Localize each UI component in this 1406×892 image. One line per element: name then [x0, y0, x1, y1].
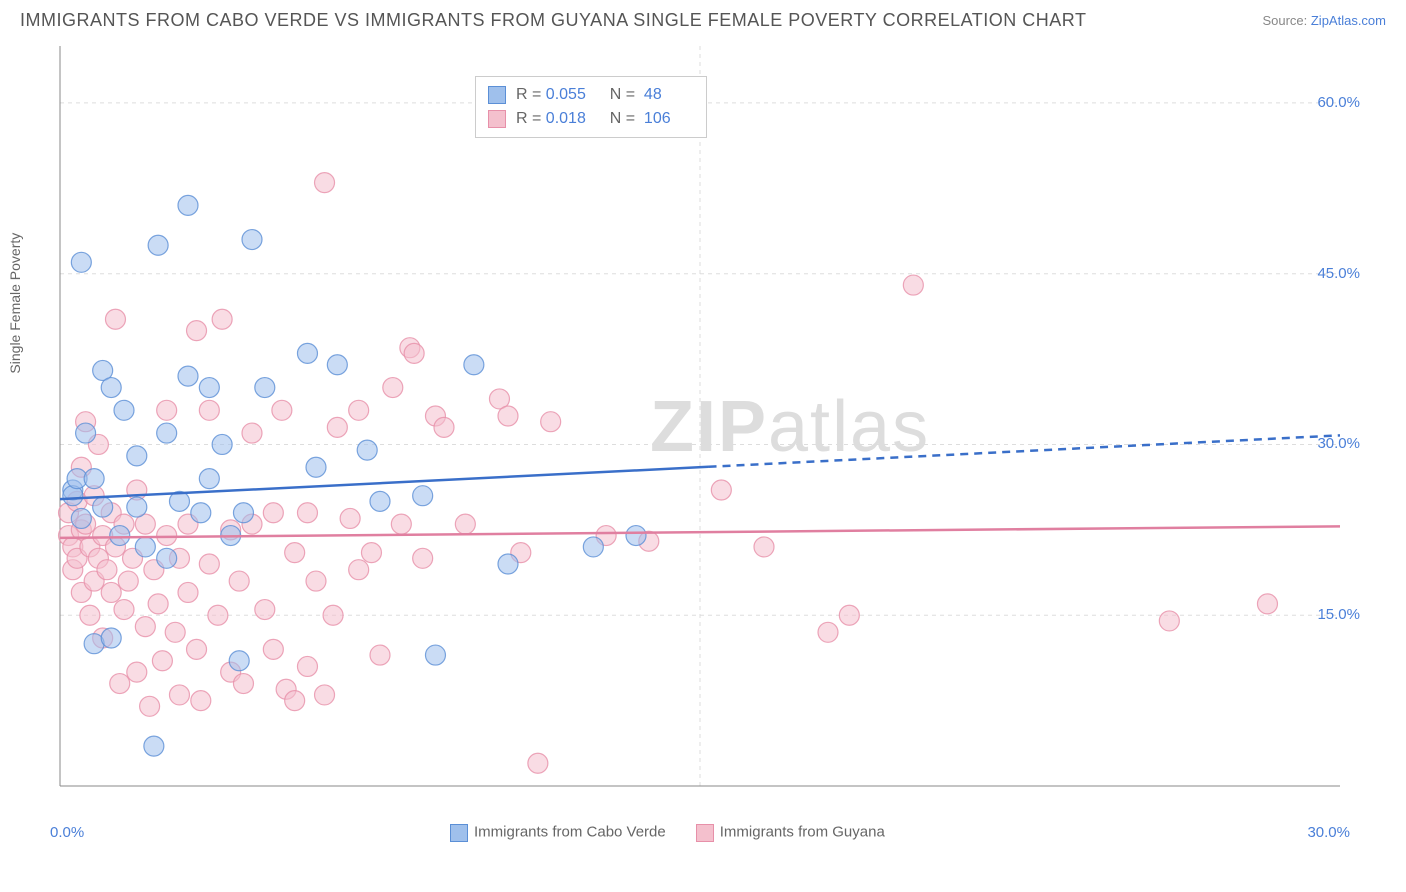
- legend-label: Immigrants from Guyana: [720, 824, 885, 841]
- y-axis-label: Single Female Poverty: [7, 233, 23, 374]
- stat-r-label: R =: [516, 86, 546, 104]
- x-axis-min: 0.0%: [50, 824, 130, 841]
- stat-n-value: 48: [639, 86, 694, 104]
- stat-r-value: 0.018: [546, 110, 601, 128]
- chart-area: Single Female Poverty ZIPatlas R = 0.055…: [20, 36, 1390, 836]
- stat-n-label: N =: [601, 110, 640, 128]
- stat-n-value: 106: [639, 110, 694, 128]
- source-label: Source: ZipAtlas.com: [1262, 13, 1386, 28]
- stats-swatch: [488, 110, 506, 128]
- legend-label: Immigrants from Cabo Verde: [474, 824, 666, 841]
- bottom-legend: Immigrants from Cabo Verde Immigrants fro…: [450, 823, 885, 841]
- x-axis-row: 0.0% Immigrants from Cabo VerdeImmigrant…: [50, 824, 1370, 841]
- source-prefix: Source:: [1262, 13, 1310, 28]
- stats-swatch: [488, 86, 506, 104]
- source-link[interactable]: ZipAtlas.com: [1311, 13, 1386, 28]
- stats-legend-box: R = 0.055 N = 48R = 0.018 N = 106: [475, 76, 707, 138]
- legend-swatch: [450, 824, 468, 842]
- stats-row: R = 0.055 N = 48: [488, 83, 694, 107]
- legend-item: Immigrants from Guyana: [696, 823, 885, 841]
- stat-r-value: 0.055: [546, 86, 601, 104]
- legend-swatch: [696, 824, 714, 842]
- y-tick-label: 15.0%: [1317, 606, 1360, 623]
- stat-n-label: N =: [601, 86, 640, 104]
- y-tick-label: 60.0%: [1317, 94, 1360, 111]
- scatter-plot: [50, 36, 1350, 806]
- legend-item: Immigrants from Cabo Verde: [450, 823, 666, 841]
- x-axis-max: 30.0%: [1307, 824, 1350, 841]
- chart-title: IMMIGRANTS FROM CABO VERDE VS IMMIGRANTS…: [20, 10, 1086, 31]
- stats-row: R = 0.018 N = 106: [488, 107, 694, 131]
- y-tick-label: 45.0%: [1317, 265, 1360, 282]
- stat-r-label: R =: [516, 110, 546, 128]
- y-tick-label: 30.0%: [1317, 435, 1360, 452]
- title-bar: IMMIGRANTS FROM CABO VERDE VS IMMIGRANTS…: [0, 0, 1406, 36]
